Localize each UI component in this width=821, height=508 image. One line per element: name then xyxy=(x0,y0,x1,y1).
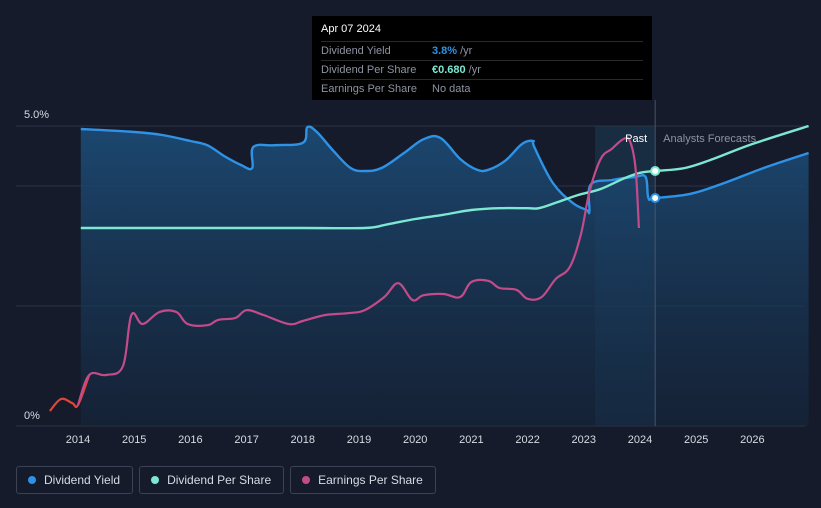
forecast-label: Analysts Forecasts xyxy=(663,133,756,145)
legend-dot-icon xyxy=(151,476,160,484)
x-tick-label: 2019 xyxy=(347,434,371,446)
tooltip-row-dividend-per-share: Dividend Per Share €0.680 /yr xyxy=(321,60,643,79)
series-line-1 xyxy=(80,124,809,230)
tooltip-label: Dividend Per Share xyxy=(321,64,417,76)
legend-dot-icon xyxy=(28,476,36,484)
legend-label: Dividend Yield xyxy=(44,473,121,487)
tooltip-value: No data xyxy=(432,83,471,95)
x-tick-label: 2023 xyxy=(572,434,596,446)
x-tick-label: 2016 xyxy=(178,434,202,446)
legend-label: Dividend Per Share xyxy=(167,473,272,487)
legend: Dividend Yield Dividend Per Share Earnin… xyxy=(16,466,436,494)
series-line-2 xyxy=(76,136,640,406)
tooltip-row-earnings-per-share: Earnings Per Share No data xyxy=(321,79,643,98)
marker-1 xyxy=(650,166,661,176)
tooltip-unit: /yr xyxy=(468,64,481,76)
x-tick-label: 2022 xyxy=(515,434,539,446)
y-tick-label: 0% xyxy=(24,410,40,422)
series-area-0 xyxy=(80,126,809,427)
legend-label: Earnings Per Share xyxy=(318,473,423,487)
x-tick-label: 2025 xyxy=(684,434,708,446)
tooltip-date: Apr 07 2024 xyxy=(321,23,381,35)
marker-0 xyxy=(650,193,661,203)
tooltip-unit: /yr xyxy=(460,45,473,57)
x-tick-label: 2015 xyxy=(122,434,146,446)
x-tick-label: 2017 xyxy=(234,434,258,446)
x-tick-label: 2014 xyxy=(66,434,90,446)
past-label: Past xyxy=(625,133,647,145)
tooltip-row-dividend-yield: Dividend Yield 3.8% /yr xyxy=(321,41,643,60)
tooltip-value: €0.680 xyxy=(432,64,466,76)
x-tick-label: 2018 xyxy=(291,434,315,446)
x-tick-label: 2020 xyxy=(403,434,427,446)
legend-item-earnings-per-share[interactable]: Earnings Per Share xyxy=(290,466,436,494)
series-line-0 xyxy=(80,125,809,215)
x-tick-label: 2026 xyxy=(740,434,764,446)
tooltip: Apr 07 2024 Dividend Yield 3.8% /yr Divi… xyxy=(312,16,652,100)
legend-item-dividend-per-share[interactable]: Dividend Per Share xyxy=(139,466,285,494)
x-tick-label: 2024 xyxy=(628,434,652,446)
legend-item-dividend-yield[interactable]: Dividend Yield xyxy=(16,466,134,494)
tooltip-value: 3.8% xyxy=(432,45,458,57)
legend-dot-icon xyxy=(302,476,311,484)
tooltip-label: Dividend Yield xyxy=(321,45,391,57)
x-tick-label: 2021 xyxy=(459,434,483,446)
tooltip-label: Earnings Per Share xyxy=(321,83,417,95)
y-tick-label: 5.0% xyxy=(24,109,49,121)
